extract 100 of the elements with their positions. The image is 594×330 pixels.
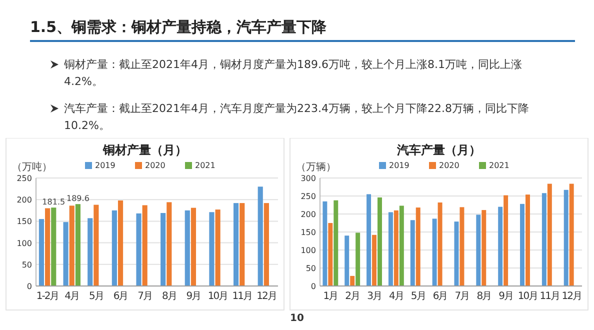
bar <box>209 212 214 286</box>
x-tick-label: 6月 <box>432 291 448 302</box>
y-tick-label: 150 <box>16 217 32 226</box>
x-tick-label: 4月 <box>64 291 80 302</box>
bar <box>564 190 568 286</box>
bar <box>112 210 117 286</box>
bar <box>190 208 196 286</box>
x-tick-label: 8月 <box>476 291 492 302</box>
bar <box>322 201 328 286</box>
bar <box>525 194 530 286</box>
bar <box>394 210 398 286</box>
bar <box>520 204 524 286</box>
bar <box>366 194 372 286</box>
bar <box>38 219 44 286</box>
bar <box>542 193 546 286</box>
bar <box>184 210 190 286</box>
text: 铜材产量：截止至2021年4月，铜材月度产量为189.6万吨，较上个月上涨8.1万吨，同比上涨4.2%。 <box>64 57 523 90</box>
legend-label: 2020 <box>145 161 166 170</box>
bar <box>75 204 80 286</box>
x-tick-label: 4月 <box>389 291 404 302</box>
bar <box>160 212 166 286</box>
chart-title: 汽车产量（月） <box>396 143 481 157</box>
y-tick-label: 100 <box>300 246 316 255</box>
y-tick-label: 250 <box>300 192 316 201</box>
x-tick-label: 12月 <box>256 291 276 302</box>
bar <box>569 184 574 286</box>
x-tick-label: 9月 <box>498 291 513 302</box>
y-axis-title: （万辆） <box>296 161 336 173</box>
legend-label: 2019 <box>389 161 410 170</box>
bar <box>399 206 404 286</box>
bar <box>547 184 552 286</box>
x-tick-label: 5月 <box>89 291 104 302</box>
text: 汽车产量：截止至2021年4月，汽车月度产量为223.4万辆，较上个月下降22.8万辆，同比下降10.2%。 <box>64 101 530 134</box>
x-tick-label: 12月 <box>562 291 582 302</box>
bar <box>88 218 93 286</box>
bar <box>416 208 420 286</box>
legend-label: 2019 <box>95 161 116 170</box>
bar <box>334 200 338 286</box>
x-tick-label: 6月 <box>113 291 128 302</box>
x-tick-label: 1月 <box>323 291 338 302</box>
y-tick-label: 200 <box>16 196 32 205</box>
bar <box>350 276 355 286</box>
bar <box>240 203 245 286</box>
text: 1.5、铜需求：铜材产量持稳，汽车产量下降 <box>30 18 575 42</box>
bar <box>344 236 350 286</box>
x-tick-label: 1-2月 <box>36 291 59 302</box>
bar <box>51 208 56 286</box>
bar <box>372 234 377 286</box>
bar <box>94 204 99 286</box>
legend-label: 2021 <box>489 161 510 170</box>
legend-label: 2020 <box>439 161 460 170</box>
data-label: 189.6 <box>66 194 90 204</box>
bar <box>258 186 263 286</box>
bar <box>166 202 172 286</box>
y-tick-label: 50 <box>306 264 316 273</box>
legend-label: 2021 <box>195 161 216 170</box>
x-tick-label: 9月 <box>186 291 201 302</box>
x-tick-label: 3月 <box>367 291 382 302</box>
bar <box>45 208 50 286</box>
bar <box>476 214 481 286</box>
bar <box>432 218 437 286</box>
x-tick-label: 7月 <box>138 291 152 302</box>
text: 10 <box>289 313 305 324</box>
bar <box>438 202 442 286</box>
x-tick-label: 2月 <box>345 291 360 302</box>
y-axis-title: （万吨） <box>12 161 52 173</box>
bar <box>388 212 393 286</box>
bar <box>460 207 464 286</box>
bar <box>410 220 415 286</box>
bar <box>356 232 360 286</box>
bar <box>498 206 503 286</box>
y-tick-label: 50 <box>22 260 32 270</box>
y-tick-label: 150 <box>300 228 316 237</box>
bar <box>69 206 74 286</box>
bar <box>142 205 148 286</box>
y-tick-label: 250 <box>16 174 32 183</box>
x-tick-label: 8月 <box>162 291 176 302</box>
bar <box>63 222 68 286</box>
chart-title: 铜材产量（月） <box>102 143 187 157</box>
bar <box>378 197 382 286</box>
bar <box>328 223 333 286</box>
data-label: 181.5 <box>42 198 66 207</box>
bar <box>482 210 486 286</box>
x-tick-label: 7月 <box>454 291 470 302</box>
y-tick-label: 0 <box>26 282 32 291</box>
bar <box>504 195 508 286</box>
bar <box>234 203 239 286</box>
x-tick-label: 11月 <box>540 291 560 302</box>
bar <box>215 210 220 286</box>
bar <box>118 200 124 286</box>
x-tick-label: 5月 <box>410 291 426 302</box>
y-tick-label: 100 <box>16 238 32 248</box>
x-tick-label: 11月 <box>232 291 252 302</box>
y-tick-label: 0 <box>310 282 316 291</box>
bar <box>136 213 142 286</box>
bar <box>264 203 269 286</box>
x-tick-label: 10月 <box>518 291 538 302</box>
bar <box>454 222 459 286</box>
y-tick-label: 300 <box>300 174 316 183</box>
x-tick-label: 10月 <box>208 291 228 302</box>
